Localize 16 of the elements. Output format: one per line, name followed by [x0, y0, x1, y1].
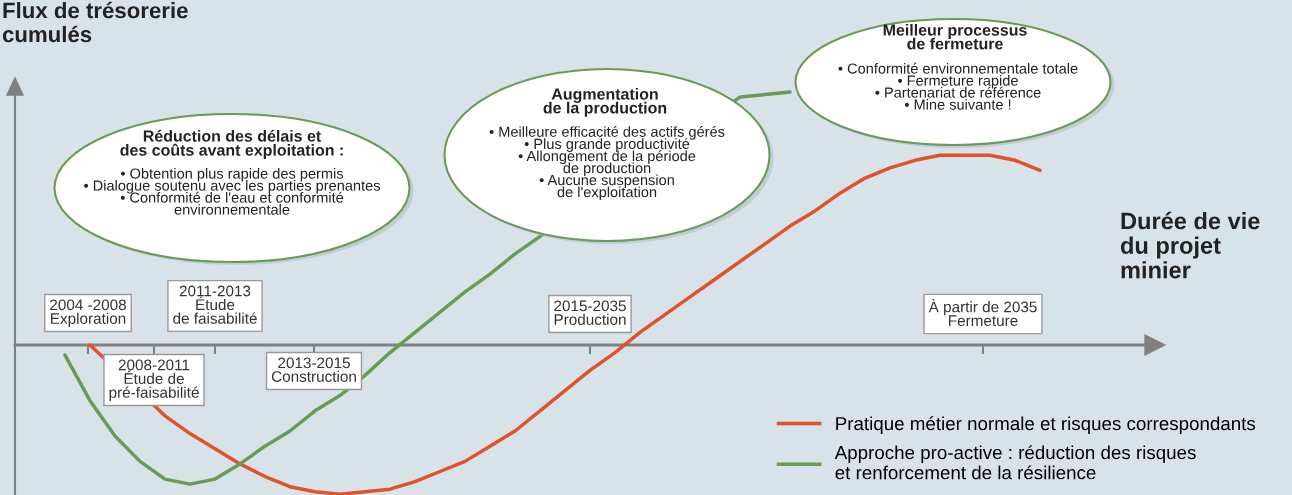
- annotation: 2015-2035 Production: [554, 300, 626, 325]
- annotation: Augmentation de la production: [543, 88, 667, 117]
- annotation: 2011-2013 Étude de faisabilité: [173, 285, 257, 324]
- annotation: • Meilleure efficacité des actifs gérés • Plus grande productivité • Allongement de la période de production • Aucune suspension de l'exploitation: [489, 126, 725, 201]
- legend-label: Approche pro-active : réduction des risques et renforcement de la résilience: [834, 445, 1196, 480]
- text: Meilleur processus de fermeture: [883, 24, 1027, 50]
- annotation: À partir de 2035 Fermeture: [928, 298, 1037, 327]
- y-axis-title: Flux de trésorerie cumulés: [2, 1, 188, 43]
- annotation: • Conformité environnementale totale • Fermeture rapide • Partenariat de référence • Mine suivante !: [838, 62, 1078, 110]
- annotation: • Obtention plus rapide des permis • Dialogue soutenu avec les parties prenantes • Conformité de l'eau et conformité environnementale: [84, 168, 380, 215]
- x-axis-title: Durée de vie du projet minier: [1120, 211, 1260, 279]
- annotation: Réduction des délais et des coûts avant exploitation :: [120, 129, 343, 159]
- annotation: 2008-2011 Étude de pré-faisabilité: [109, 359, 199, 401]
- annotation: 2004 -2008 Exploration: [50, 299, 126, 327]
- annotation: 2013-2015 Construction: [271, 357, 356, 382]
- legend-label: Pratique métier normale et risques correspondants: [836, 416, 1256, 434]
